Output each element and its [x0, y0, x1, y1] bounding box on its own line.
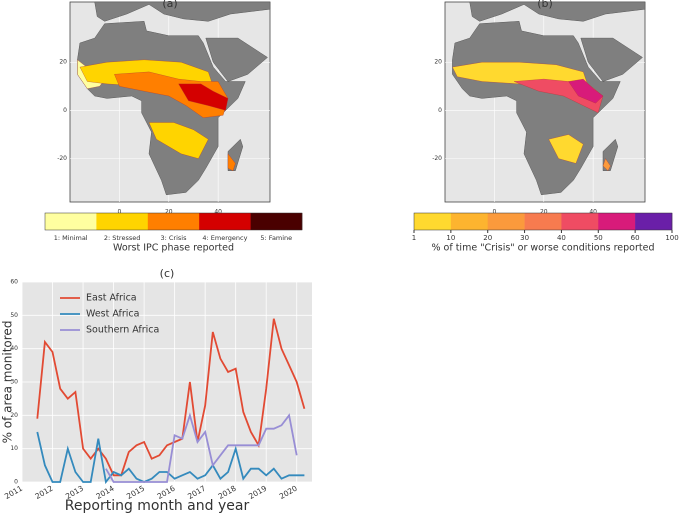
y-tick-label: -20: [57, 155, 67, 162]
x-tick-label: 40: [214, 209, 222, 216]
y-tick-label: 40: [10, 345, 18, 352]
colorbar-tick-label: 40: [557, 234, 566, 242]
region: [548, 134, 584, 164]
colorbar-segment: [96, 213, 149, 230]
colorbar-segment: [414, 213, 452, 230]
x-tick-label: 0: [117, 209, 121, 216]
colorbar-segment: [45, 213, 97, 230]
colorbar-segment: [598, 213, 636, 230]
region: [227, 153, 236, 171]
colorbar-tick-label: 10: [446, 234, 455, 242]
x-tick-label: 2012: [33, 484, 54, 501]
colorbar-frame: [413, 212, 673, 231]
colorbar-tick-label: 20: [483, 234, 492, 242]
region: [568, 78, 604, 104]
region: [148, 122, 209, 159]
colorbar-segment: [450, 213, 489, 230]
chart-title: (c): [160, 267, 175, 280]
y-tick-label: 0: [438, 107, 442, 114]
colorbar-tick-label: 30: [520, 234, 529, 242]
colorbar-tick-label: 50: [594, 234, 603, 242]
land: [205, 37, 268, 82]
x-tick-label: 40: [589, 209, 597, 216]
land: [94, 1, 271, 22]
x-tick-label: 2011: [3, 484, 24, 501]
colorbar-segment: [487, 213, 525, 230]
colorbar-title: Worst IPC phase reported: [113, 243, 234, 254]
y-axis-label: % of area monitored: [1, 321, 15, 444]
y-tick-label: 10: [10, 445, 18, 452]
legend-label: Southern Africa: [86, 325, 159, 336]
x-tick-label: 20: [540, 209, 548, 216]
map-title: (b): [537, 0, 553, 10]
x-tick-label: 2019: [247, 484, 268, 501]
y-tick-label: 30: [10, 379, 18, 386]
colorbar-segment: [524, 213, 562, 230]
y-tick-label: 60: [10, 279, 18, 286]
y-tick-label: 0: [63, 107, 67, 114]
colorbar-tick-label: 1: [412, 234, 416, 242]
x-tick-label: 2020: [278, 484, 299, 501]
series-line: [36, 431, 305, 485]
colorbar-label: 2: Stressed: [104, 234, 141, 242]
colorbar-frame: [44, 212, 303, 231]
y-tick-label: 20: [59, 59, 67, 66]
colorbar-segment: [561, 213, 599, 230]
map-title: (a): [162, 0, 177, 10]
colorbar-label: 3: Crisis: [161, 234, 188, 242]
colorbar-label: 5: Famine: [260, 234, 292, 242]
y-tick-label: 50: [10, 312, 18, 319]
region: [114, 71, 229, 118]
x-axis-label: Reporting month and year: [65, 498, 250, 514]
colorbar-label: 4: Emergency: [202, 234, 247, 242]
colorbar-segment: [199, 213, 251, 230]
land: [469, 1, 646, 22]
y-tick-label: 20: [10, 412, 18, 419]
series-line: [36, 318, 306, 477]
region: [602, 158, 611, 171]
x-tick-label: 0: [492, 209, 496, 216]
colorbar-segment: [250, 213, 303, 230]
y-tick-label: -20: [432, 155, 442, 162]
colorbar-tick-label: 100: [665, 234, 678, 242]
y-tick-label: 20: [434, 59, 442, 66]
colorbar-label: 1: Minimal: [54, 234, 88, 242]
colorbar-title: % of time "Crisis" or worse conditions r…: [431, 243, 654, 254]
region: [178, 83, 229, 111]
colorbar-tick-label: 60: [631, 234, 640, 242]
legend-label: West Africa: [86, 309, 139, 320]
series-line: [105, 412, 298, 483]
x-tick-label: 20: [165, 209, 173, 216]
colorbar-segment: [147, 213, 200, 230]
y-tick-label: 0: [14, 479, 18, 486]
land: [580, 37, 643, 82]
colorbar-segment: [635, 213, 673, 230]
legend-label: East Africa: [86, 293, 137, 304]
